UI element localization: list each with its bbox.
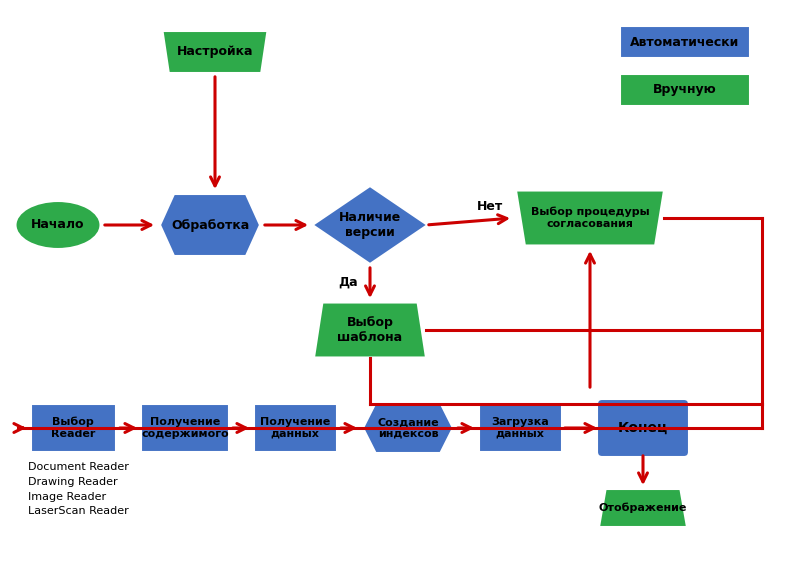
Polygon shape	[363, 403, 453, 453]
Polygon shape	[160, 194, 260, 256]
FancyBboxPatch shape	[620, 74, 750, 106]
Text: Выбор
шаблона: Выбор шаблона	[338, 316, 402, 344]
Polygon shape	[162, 31, 267, 73]
FancyBboxPatch shape	[620, 26, 750, 58]
Polygon shape	[314, 303, 426, 357]
Text: Выбор
Reader: Выбор Reader	[51, 417, 95, 439]
FancyBboxPatch shape	[478, 404, 562, 452]
Text: Конец: Конец	[618, 421, 668, 435]
Text: Нет: Нет	[477, 200, 503, 212]
Polygon shape	[313, 186, 427, 264]
Ellipse shape	[15, 201, 101, 249]
Text: Отображение: Отображение	[599, 503, 687, 513]
Text: Наличие
версии: Наличие версии	[339, 211, 401, 239]
Polygon shape	[516, 190, 664, 245]
Text: Вручную: Вручную	[653, 84, 717, 96]
Text: Загрузка
данных: Загрузка данных	[491, 417, 549, 439]
Text: Выбор процедуры
согласования: Выбор процедуры согласования	[530, 207, 650, 229]
FancyBboxPatch shape	[597, 399, 689, 457]
Text: Получение
данных: Получение данных	[260, 417, 330, 439]
FancyBboxPatch shape	[141, 404, 229, 452]
Text: Начало: Начало	[31, 219, 85, 231]
Text: Автоматически: Автоматически	[630, 35, 740, 49]
FancyBboxPatch shape	[254, 404, 337, 452]
Text: Создание
индексов: Создание индексов	[377, 417, 439, 439]
Text: Document Reader
Drawing Reader
Image Reader
LaserScan Reader: Document Reader Drawing Reader Image Rea…	[28, 462, 129, 516]
Text: Обработка: Обработка	[171, 219, 249, 231]
Text: Получение
содержимого: Получение содержимого	[141, 417, 229, 439]
Text: Настройка: Настройка	[177, 45, 254, 59]
Text: Да: Да	[338, 276, 358, 288]
FancyBboxPatch shape	[30, 404, 115, 452]
Polygon shape	[599, 489, 687, 527]
